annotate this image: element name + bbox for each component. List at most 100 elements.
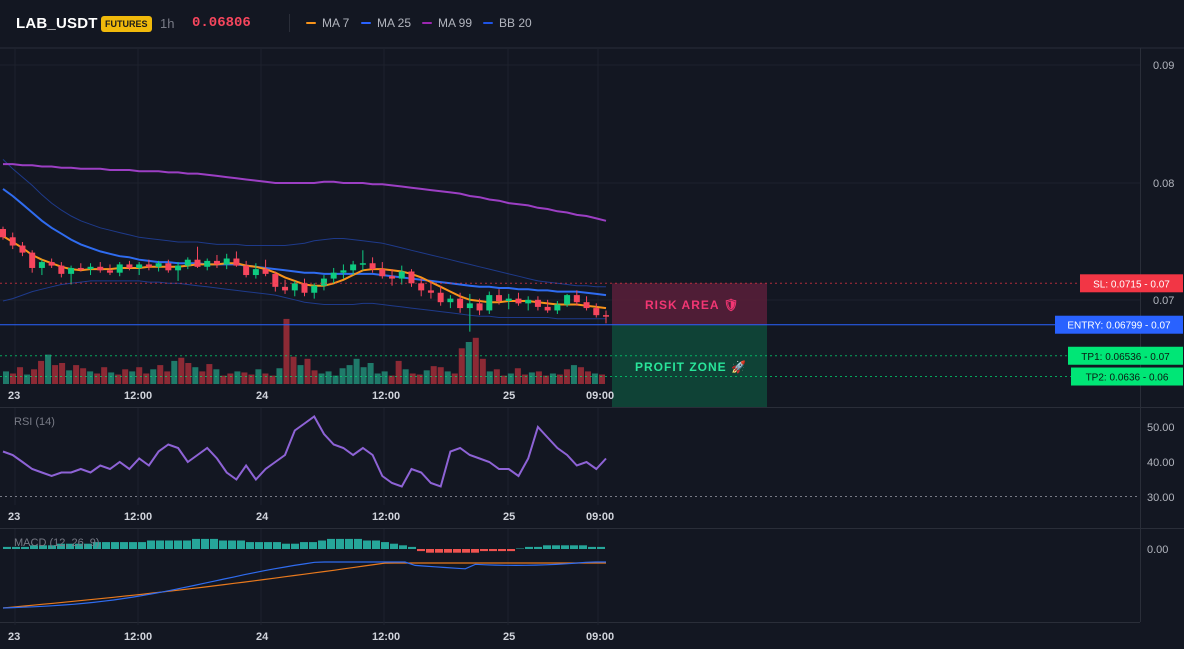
macd-hist-bar — [129, 542, 137, 549]
volume-bar — [10, 373, 17, 384]
candle-body — [19, 245, 26, 253]
volume-bar — [73, 365, 80, 384]
legend-bb20[interactable]: BB 20 — [483, 16, 532, 30]
macd-hist-bar — [57, 543, 65, 549]
time-label: 25 — [503, 511, 515, 523]
volume-bar — [584, 371, 591, 384]
macd-hist-bar — [579, 545, 587, 549]
macd-hist-bar — [507, 549, 515, 552]
macd-hist-bar — [336, 538, 344, 549]
candle-body — [77, 267, 84, 270]
macd-hist-bar — [453, 549, 461, 553]
macd-hist-bar — [471, 549, 479, 553]
volume-bar — [535, 371, 542, 384]
volume-bar — [451, 373, 458, 384]
volume-bar — [339, 368, 346, 384]
volume-bar — [549, 373, 556, 384]
time-axis-rsi: 23 12:00 24 12:00 25 09:00 — [8, 511, 614, 523]
macd-hist-bar — [192, 538, 200, 549]
trade-zones — [612, 283, 767, 407]
macd-hist-bar — [570, 545, 578, 549]
volume-bar — [332, 375, 339, 384]
candle-body — [301, 283, 308, 293]
macd-hist-bar — [84, 543, 92, 549]
volume-bar — [94, 373, 101, 384]
volume-bar — [479, 358, 486, 384]
profit-zone-label: PROFIT ZONE 🚀 — [635, 360, 747, 374]
candle-body — [184, 259, 191, 266]
bb20-swatch-icon — [483, 22, 493, 24]
futures-badge: FUTURES — [101, 16, 152, 32]
candle-body — [408, 271, 415, 284]
legend-ma7[interactable]: MA 7 — [306, 16, 349, 30]
volume-bar — [59, 363, 66, 384]
level-tag[interactable] — [1055, 315, 1183, 334]
volume-bars — [3, 318, 605, 384]
chart-header: LAB_USDT FUTURES 1h 0.06806 MA 7 MA 25 M… — [0, 0, 1184, 48]
candle-body — [136, 264, 143, 268]
volume-bar — [304, 358, 311, 384]
rsi-tick-50: 50.00 — [1147, 422, 1175, 434]
macd-hist-bar — [273, 542, 281, 549]
macd-hist-bar — [318, 540, 326, 549]
volume-bar — [80, 368, 87, 384]
candle-body — [350, 264, 357, 271]
volume-bar — [129, 371, 136, 384]
level-tag[interactable] — [1080, 274, 1183, 293]
volume-bar — [178, 357, 185, 384]
candle-body — [359, 263, 366, 265]
volume-bar — [388, 375, 395, 384]
macd-title: MACD (12, 26, 9) — [14, 537, 100, 549]
volume-bar — [157, 365, 164, 384]
legend-ma99-label: MA 99 — [438, 16, 473, 30]
macd-hist-bar — [255, 542, 263, 549]
last-price: 0.06806 — [192, 15, 251, 31]
volume-bar — [192, 367, 199, 384]
level-tag[interactable] — [1068, 346, 1183, 365]
rsi-title: RSI (14) — [14, 416, 55, 428]
macd-hist-bar — [48, 545, 56, 549]
candle-body — [330, 272, 337, 279]
candle-body — [272, 273, 279, 287]
risk-area-label: RISK AREA 🛡 — [645, 298, 740, 312]
volume-bar — [311, 370, 318, 384]
volume-bar — [486, 371, 493, 384]
macd-hist-bar — [93, 542, 101, 549]
volume-bar — [185, 363, 192, 384]
macd-hist-bar — [228, 540, 236, 549]
volume-bar — [66, 370, 73, 384]
macd-panel — [2, 538, 606, 609]
timeframe-label[interactable]: 1h — [160, 16, 175, 31]
rsi-line — [2, 415, 607, 488]
macd-hist-bar — [282, 543, 290, 549]
symbol-title[interactable]: LAB_USDT — [16, 15, 98, 32]
volume-bar — [220, 375, 227, 384]
macd-hist-bar — [3, 546, 11, 549]
volume-bar — [374, 373, 381, 384]
candle-body — [87, 266, 94, 270]
macd-hist-bar — [462, 549, 470, 553]
macd-hist-bar — [363, 540, 371, 549]
candle-body — [38, 262, 45, 268]
candle-body — [515, 298, 522, 304]
volume-bar — [500, 375, 507, 384]
volume-bar — [346, 365, 353, 384]
level-tag[interactable] — [1071, 367, 1183, 386]
time-label: 23 — [8, 631, 20, 643]
candle-body — [68, 267, 75, 274]
volume-bar — [472, 337, 479, 384]
legend-ma25[interactable]: MA 25 — [361, 16, 411, 30]
macd-hist-bar — [543, 545, 551, 549]
time-label: 12:00 — [372, 390, 400, 402]
candle-body — [466, 303, 473, 309]
macd-hist-bar — [426, 549, 434, 553]
volume-bar — [115, 374, 122, 384]
volume-bar — [353, 358, 360, 384]
macd-hist-bar — [408, 546, 416, 549]
volume-bar — [143, 373, 150, 384]
volume-bar — [325, 371, 332, 384]
time-label: 23 — [8, 390, 20, 402]
macd-hist-bar — [75, 543, 83, 549]
legend-ma99[interactable]: MA 99 — [422, 16, 472, 30]
